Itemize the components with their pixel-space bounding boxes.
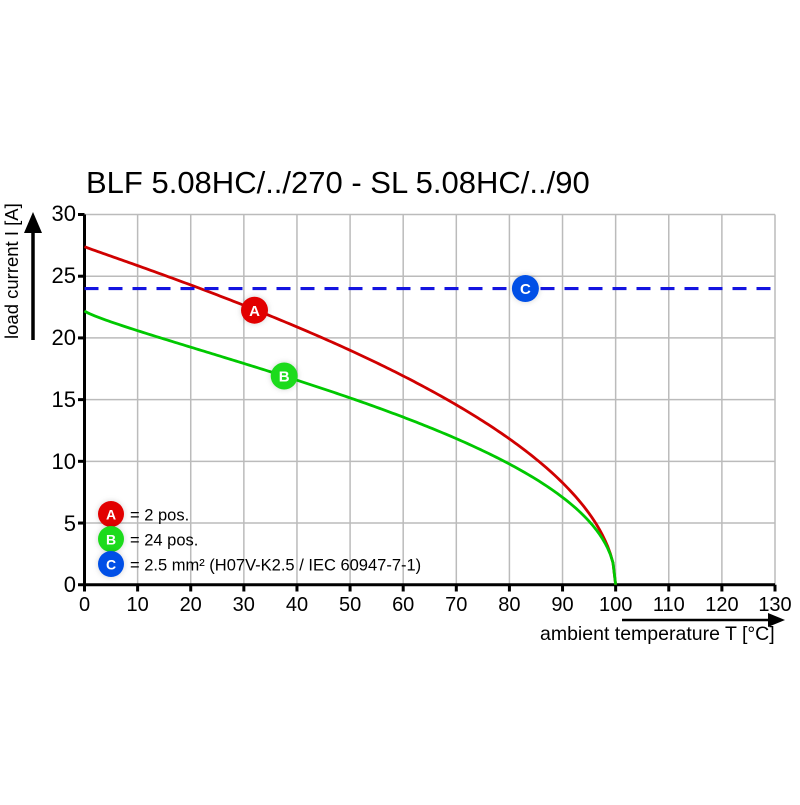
svg-text:90: 90 xyxy=(551,594,573,616)
svg-text:60: 60 xyxy=(392,594,414,616)
svg-text:load current I [A]: load current I [A] xyxy=(1,203,22,339)
svg-text:B: B xyxy=(279,369,290,386)
svg-text:15: 15 xyxy=(52,387,76,412)
svg-text:5: 5 xyxy=(64,511,76,536)
svg-text:10: 10 xyxy=(126,594,148,616)
svg-text:A: A xyxy=(106,507,116,523)
svg-text:C: C xyxy=(520,281,531,298)
svg-text:40: 40 xyxy=(286,594,308,616)
svg-text:= 2 pos.: = 2 pos. xyxy=(130,507,189,525)
svg-text:70: 70 xyxy=(445,594,467,616)
svg-text:0: 0 xyxy=(64,572,76,597)
svg-text:0: 0 xyxy=(79,594,90,616)
svg-text:130: 130 xyxy=(758,594,791,616)
svg-text:25: 25 xyxy=(52,263,76,288)
svg-text:C: C xyxy=(106,557,116,573)
svg-text:= 2.5 mm² (H07V-K2.5 / IEC 609: = 2.5 mm² (H07V-K2.5 / IEC 60947-7-1) xyxy=(130,557,421,575)
svg-text:B: B xyxy=(106,532,116,548)
svg-text:10: 10 xyxy=(52,449,76,474)
svg-text:ambient temperature T [°C]: ambient temperature T [°C] xyxy=(540,623,775,645)
svg-text:= 24 pos.: = 24 pos. xyxy=(130,532,198,550)
svg-text:50: 50 xyxy=(339,594,361,616)
svg-text:30: 30 xyxy=(233,594,255,616)
svg-text:20: 20 xyxy=(180,594,202,616)
svg-text:30: 30 xyxy=(52,201,76,226)
svg-text:A: A xyxy=(249,303,260,320)
svg-text:20: 20 xyxy=(52,325,76,350)
svg-text:120: 120 xyxy=(705,594,738,616)
svg-text:110: 110 xyxy=(653,594,685,616)
svg-text:BLF 5.08HC/../270 - SL 5.08HC/: BLF 5.08HC/../270 - SL 5.08HC/../90 xyxy=(86,165,590,200)
svg-text:100: 100 xyxy=(599,594,632,616)
svg-text:80: 80 xyxy=(498,594,520,616)
